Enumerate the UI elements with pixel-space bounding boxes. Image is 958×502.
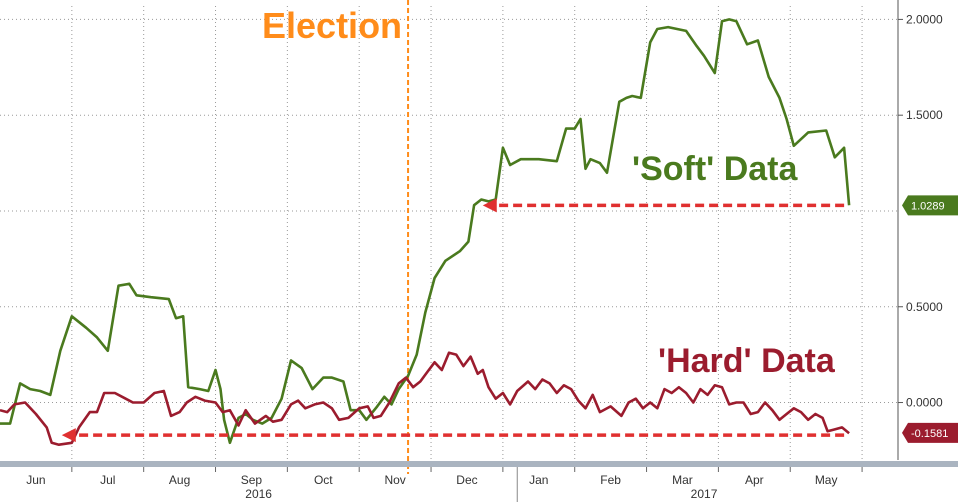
- annotation-labels: Election 'Soft' Data 'Hard' Data: [262, 5, 836, 380]
- y-tick-label: 0.5000: [906, 300, 943, 314]
- y-tick-label: 0.0000: [906, 396, 943, 410]
- x-month-label: Jan: [529, 473, 548, 487]
- y-axis: 2.0000 1.5000 0.5000 0.0000: [897, 0, 943, 460]
- arrow-head: [482, 198, 497, 213]
- series-lines: [0, 18, 851, 446]
- x-month-label: Feb: [600, 473, 621, 487]
- x-month-label: Aug: [169, 473, 190, 487]
- x-month-label: Dec: [456, 473, 477, 487]
- x-axis: Jun Jul Aug Sep Oct Nov Dec Jan Feb Mar Apr May 2016…: [0, 461, 958, 502]
- x-month-label: Jul: [100, 473, 115, 487]
- x-month-label: Mar: [672, 473, 693, 487]
- annotation-arrows: [61, 198, 845, 443]
- arrow-head: [61, 428, 76, 443]
- soft-data-line: [0, 18, 851, 445]
- x-year-label: 2017: [691, 487, 718, 501]
- election-label: Election: [262, 5, 402, 46]
- soft-data-label: 'Soft' Data: [632, 150, 798, 188]
- hard-data-label: 'Hard' Data: [658, 342, 836, 380]
- soft-last-value-badge: [902, 195, 958, 216]
- x-month-label: Sep: [241, 473, 263, 487]
- x-axis-band: [0, 461, 958, 467]
- x-month-label: Apr: [745, 473, 764, 487]
- x-month-label: Jun: [26, 473, 45, 487]
- last-value-badges: 1.0289 -0.1581: [902, 195, 958, 443]
- x-month-label: Nov: [384, 473, 405, 487]
- x-year-label: 2016: [245, 487, 272, 501]
- soft-last-value-text: 1.0289: [911, 200, 945, 212]
- hard-data-line: [0, 351, 850, 446]
- y-tick-label: 1.5000: [906, 108, 943, 122]
- x-month-label: May: [815, 473, 838, 487]
- x-month-label: Oct: [314, 473, 333, 487]
- hard-last-value-text: -0.1581: [911, 428, 948, 440]
- hard-last-value-badge: [902, 422, 958, 443]
- y-tick-label: 2.0000: [906, 12, 943, 26]
- grid-lines: [0, 6, 898, 460]
